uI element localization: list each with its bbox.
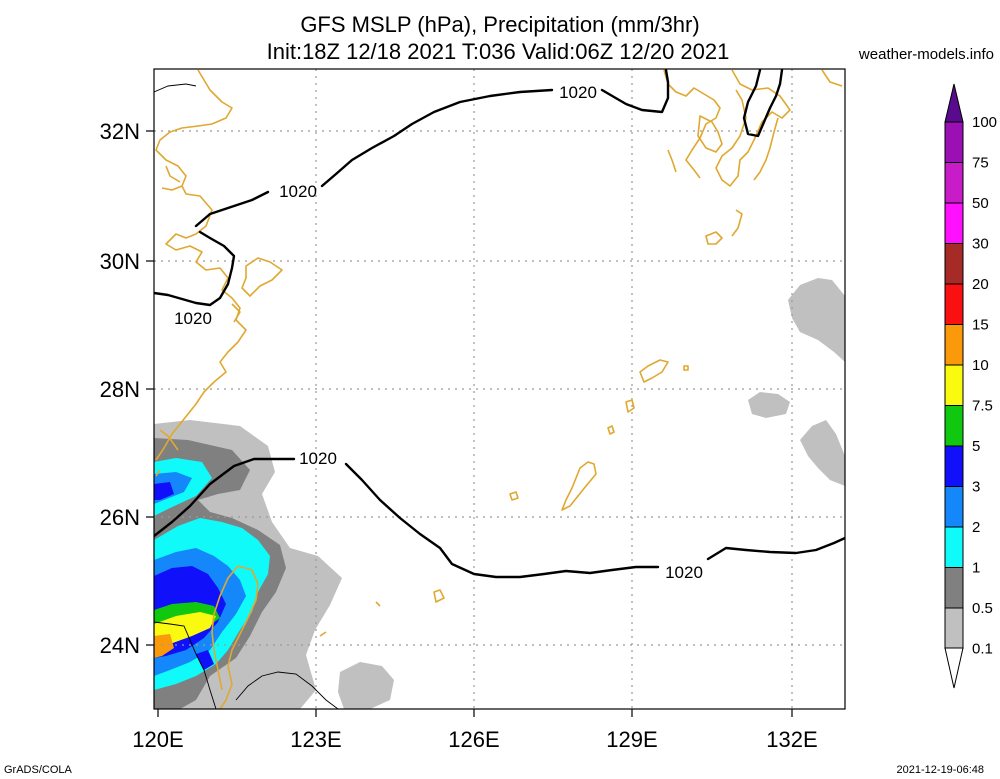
map-gridlines (154, 69, 845, 709)
lon-tick-label: 126E (448, 727, 499, 752)
country-borders (154, 83, 339, 709)
lon-tick-label: 132E (766, 727, 817, 752)
colorbar-box (944, 486, 964, 528)
colorbar-box (944, 607, 964, 649)
isobar-label: 1020 (559, 83, 597, 102)
isobar-label: 1020 (665, 563, 703, 582)
colorbar-box (944, 162, 964, 204)
isobar-label: 1020 (174, 309, 212, 328)
precip-colorbar: 100 75 50 30 20 15 10 7.5 5 3 2 1 0.5 0.1 (944, 83, 997, 689)
colorbar-label: 100 (972, 114, 997, 131)
colorbar-label: 0.5 (972, 600, 993, 617)
footer-timestamp: 2021-12-19-06:48 (897, 764, 984, 776)
colorbar-box (944, 324, 964, 366)
colorbar-label: 7.5 (972, 398, 993, 415)
colorbar-label: 2 (972, 519, 980, 536)
colorbar-label: 30 (972, 236, 989, 253)
axis-tick-marks (146, 130, 793, 717)
colorbar-box (944, 445, 964, 487)
lon-tick-label: 120E (132, 727, 183, 752)
colorbar-label: 15 (972, 317, 989, 334)
colorbar-label: 1 (972, 560, 980, 577)
colorbar-label: 5 (972, 438, 980, 455)
colorbar-box (944, 405, 964, 447)
precip-0.1-area (154, 278, 845, 709)
lat-tick-label: 30N (100, 249, 140, 274)
colorbar-label: 0.1 (972, 641, 993, 658)
lat-tick-label: 28N (100, 377, 140, 402)
map-plot-area: 1020 1020 1020 1020 1020 (154, 69, 845, 709)
colorbar-top-triangle (944, 83, 964, 123)
coastlines (155, 69, 843, 709)
isobar-label: 1020 (299, 449, 337, 468)
colorbar-label: 10 (972, 357, 989, 374)
site-watermark: weather-models.info (858, 46, 994, 63)
lat-tick-label: 32N (100, 119, 140, 144)
lat-tick-label: 26N (100, 505, 140, 530)
colorbar-box (944, 526, 964, 568)
lon-tick-label: 129E (606, 727, 657, 752)
isobars-1020 (154, 69, 845, 579)
colorbar-label: 75 (972, 155, 989, 172)
colorbar-bottom-triangle (944, 647, 964, 689)
colorbar-label: 20 (972, 276, 989, 293)
colorbar-box (944, 283, 964, 325)
figure-title-line1: GFS MSLP (hPa), Precipitation (mm/3hr) (300, 12, 699, 37)
lat-tick-label: 24N (100, 633, 140, 658)
lon-tick-label: 123E (290, 727, 341, 752)
figure-title-line2: Init:18Z 12/18 2021 T:036 Valid:06Z 12/2… (267, 39, 730, 64)
colorbar-label: 3 (972, 479, 980, 496)
colorbar-box (944, 567, 964, 609)
colorbar-boxes (944, 121, 964, 649)
colorbar-box (944, 364, 964, 406)
footer-software: GrADS/COLA (4, 764, 73, 776)
colorbar-label: 50 (972, 195, 989, 212)
colorbar-box (944, 243, 964, 285)
isobar-label: 1020 (279, 182, 317, 201)
colorbar-box (944, 121, 964, 163)
precip-10-area (154, 634, 174, 658)
colorbar-box (944, 202, 964, 244)
